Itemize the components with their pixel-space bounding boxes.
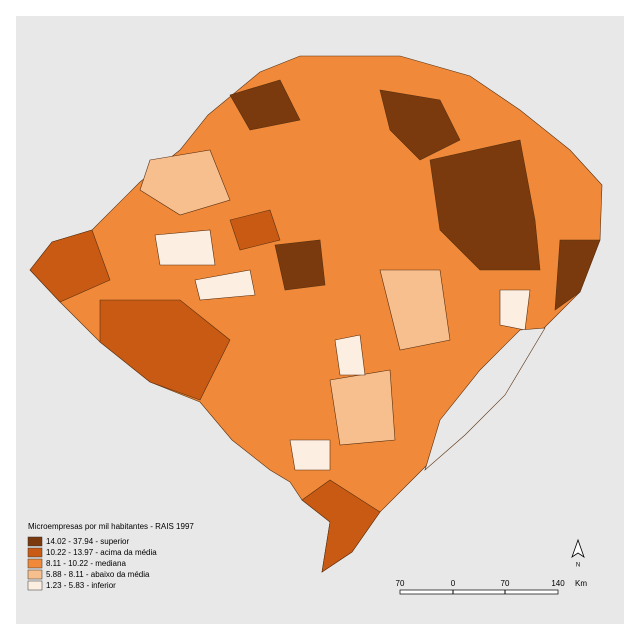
region [99, 299, 231, 401]
scale-bar-rect [399, 589, 559, 595]
scale-bar: Km 70 0 70 140 [396, 579, 587, 595]
scale-unit: Km [575, 579, 587, 588]
legend-label: 5.88 - 8.11 - abaixo da média [46, 570, 150, 579]
region [289, 439, 331, 471]
legend: Microempresas por mil habitantes - RAIS … [27, 522, 194, 591]
scale-label: 70 [396, 579, 405, 588]
region [379, 269, 451, 351]
region [499, 289, 531, 331]
region [29, 229, 111, 303]
legend-label: 10.22 - 13.97 - acima da média [46, 548, 157, 557]
scale-label: 70 [501, 579, 510, 588]
region [554, 239, 601, 311]
scale-label: 140 [551, 579, 565, 588]
region [429, 139, 541, 271]
state-map [29, 55, 603, 573]
region [194, 269, 256, 301]
north-label: N [576, 563, 580, 569]
region [274, 239, 326, 291]
region [154, 229, 216, 266]
region [329, 369, 396, 446]
north-arrow-icon [571, 538, 585, 558]
region [334, 334, 366, 376]
north-arrow: N [571, 538, 585, 569]
scale-label: 0 [451, 579, 456, 588]
legend-title: Microempresas por mil habitantes - RAIS … [28, 522, 194, 531]
region [139, 149, 231, 216]
legend-swatch [27, 558, 43, 569]
lagoon [424, 327, 546, 471]
legend-swatch [27, 569, 43, 580]
region [229, 79, 301, 131]
region [229, 209, 281, 251]
legend-label: 1.23 - 5.83 - inferior [46, 581, 116, 590]
legend-label: 8.11 - 10.22 - mediana [46, 559, 126, 568]
legend-swatch [27, 580, 43, 591]
legend-label: 14.02 - 37.94 - superior [46, 537, 129, 546]
region [379, 89, 461, 161]
region [301, 479, 381, 573]
legend-swatch [27, 547, 43, 558]
legend-swatch [27, 536, 43, 547]
